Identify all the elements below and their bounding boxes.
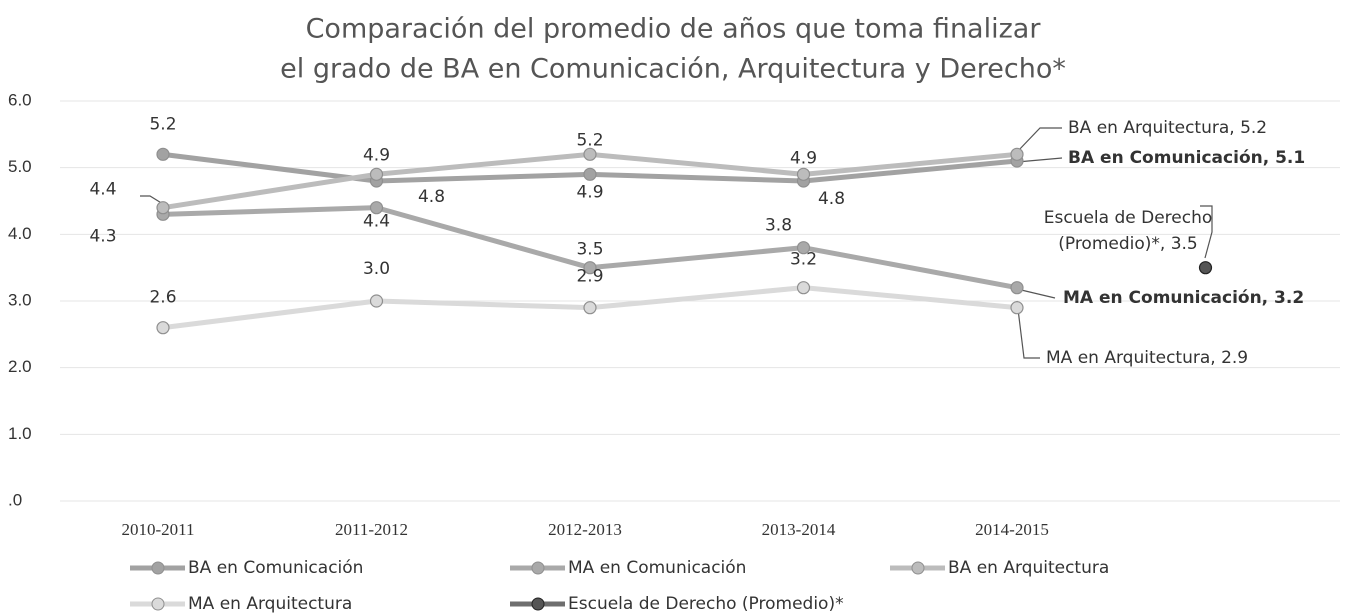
data-point [156, 321, 170, 335]
annotation: (Promedio)*, 3.5 [1058, 234, 1198, 254]
data-label: 4.4 [363, 212, 390, 232]
data-point [583, 261, 597, 275]
legend-label: BA en Arquitectura [948, 558, 1109, 578]
data-point [796, 241, 811, 255]
legend-marker [151, 597, 165, 611]
data-label: 3.5 [576, 240, 603, 260]
annotation: MA en Arquitectura, 2.9 [1046, 348, 1248, 368]
data-point [369, 201, 384, 215]
data-point [156, 201, 170, 215]
chart-title: Comparación del promedio de años que tom… [306, 14, 1042, 45]
data-point [1010, 301, 1024, 315]
data-label: 4.9 [363, 145, 390, 165]
annotation: MA en Comunicación, 3.2 [1063, 288, 1304, 308]
leader-line [1200, 205, 1213, 259]
data-label: 4.8 [418, 187, 445, 207]
annotation: BA en Arquitectura, 5.2 [1068, 118, 1267, 138]
data-point [156, 147, 170, 161]
x-tick-label: 2012-2013 [548, 520, 622, 539]
data-point [1010, 281, 1024, 295]
data-point [369, 167, 384, 181]
y-tick-label: 1.0 [8, 424, 32, 443]
legend-marker [531, 561, 545, 575]
data-label: 5.2 [576, 130, 603, 150]
legend-label: MA en Arquitectura [188, 594, 352, 614]
y-tick-label: 4.0 [8, 224, 32, 243]
data-label: 4.3 [89, 226, 116, 246]
legend-label: MA en Comunicación [568, 558, 746, 578]
x-tick-label: 2011-2012 [335, 520, 408, 539]
data-point [796, 167, 811, 181]
x-tick-label: 2014-2015 [975, 520, 1049, 539]
y-tick-label: 2.0 [8, 357, 32, 376]
legend-marker [151, 561, 165, 575]
x-tick-label: 2013-2014 [762, 520, 836, 539]
leader-line [1016, 288, 1056, 299]
x-tick-label: 2010-2011 [121, 520, 194, 539]
data-label: 5.2 [149, 114, 176, 134]
data-point [1010, 147, 1024, 161]
data-label: 4.4 [89, 180, 116, 200]
y-tick-label: .0 [8, 490, 22, 509]
data-label: 4.8 [818, 189, 845, 209]
data-label: 4.9 [576, 182, 603, 202]
data-point [583, 167, 597, 181]
data-label: 2.9 [576, 267, 603, 287]
leader-line [1016, 157, 1063, 163]
data-label: 3.8 [765, 216, 792, 236]
leader-line [1016, 300, 1040, 359]
legend-label: Escuela de Derecho (Promedio)* [568, 594, 844, 614]
data-label: 2.6 [149, 288, 176, 308]
data-point [583, 301, 597, 315]
y-tick-label: 5.0 [8, 157, 32, 176]
y-tick-label: 3.0 [8, 290, 32, 309]
annotation: BA en Comunicación, 5.1 [1068, 148, 1305, 168]
leader-line [140, 195, 164, 205]
data-point [796, 281, 811, 295]
data-label: 4.9 [790, 148, 817, 168]
legend-label: BA en Comunicación [188, 558, 363, 578]
leader-line [1016, 127, 1062, 153]
data-point [583, 147, 597, 161]
legend-marker [531, 597, 545, 611]
data-point [1198, 261, 1213, 275]
annotation: Escuela de Derecho [1044, 208, 1213, 228]
data-label: 3.2 [790, 250, 817, 270]
chart-title: el grado de BA en Comunicación, Arquitec… [280, 54, 1066, 85]
data-point [369, 294, 384, 308]
legend-marker [911, 561, 925, 575]
data-label: 3.0 [363, 259, 390, 279]
y-tick-label: 6.0 [8, 90, 32, 109]
